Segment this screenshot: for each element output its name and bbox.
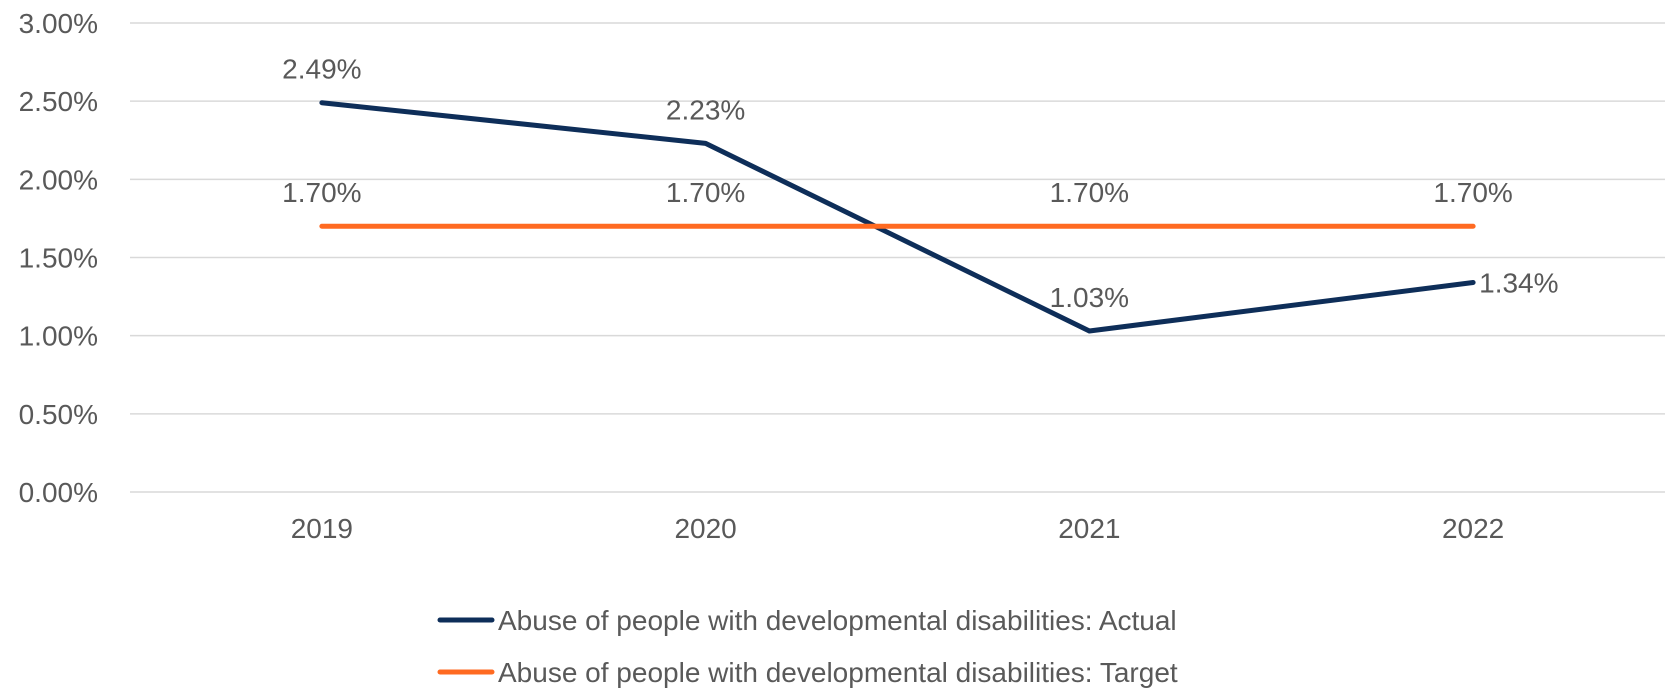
x-tick-label: 2022 <box>1442 513 1504 544</box>
data-label-target: 1.70% <box>282 177 361 208</box>
data-label-target: 1.70% <box>1050 177 1129 208</box>
legend: Abuse of people with developmental disab… <box>437 605 1178 688</box>
data-label-actual: 2.23% <box>666 94 745 125</box>
y-axis: 0.00% 0.50% 1.00% 1.50% 2.00% 2.50% 3.00% <box>19 8 98 508</box>
legend-entry-actual: Abuse of people with developmental disab… <box>437 605 1177 636</box>
series-lines <box>319 100 1476 334</box>
series-line-actual <box>319 100 1476 334</box>
y-tick-label: 1.50% <box>19 243 98 274</box>
x-axis: 2019 2020 2021 2022 <box>291 513 1505 544</box>
data-label-actual: 2.49% <box>282 54 361 85</box>
y-tick-label: 0.50% <box>19 399 98 430</box>
data-labels: 2.49% 2.23% 1.03% 1.34% 1.70% 1.70% 1.70% 1.70% <box>282 54 1558 313</box>
x-tick-label: 2019 <box>291 513 353 544</box>
data-label-actual: 1.03% <box>1050 282 1129 313</box>
legend-label-target: Abuse of people with developmental disab… <box>498 657 1178 688</box>
data-label-target: 1.70% <box>666 177 745 208</box>
legend-entry-target: Abuse of people with developmental disab… <box>437 657 1178 688</box>
gridlines <box>130 22 1665 493</box>
y-tick-label: 2.00% <box>19 164 98 195</box>
y-tick-label: 2.50% <box>19 86 98 117</box>
x-tick-label: 2021 <box>1058 513 1120 544</box>
data-label-target: 1.70% <box>1433 177 1512 208</box>
y-tick-label: 1.00% <box>19 321 98 352</box>
legend-label-actual: Abuse of people with developmental disab… <box>498 605 1177 636</box>
x-tick-label: 2020 <box>674 513 736 544</box>
y-tick-label: 0.00% <box>19 477 98 508</box>
data-label-actual: 1.34% <box>1479 268 1558 299</box>
y-tick-label: 3.00% <box>19 8 98 39</box>
